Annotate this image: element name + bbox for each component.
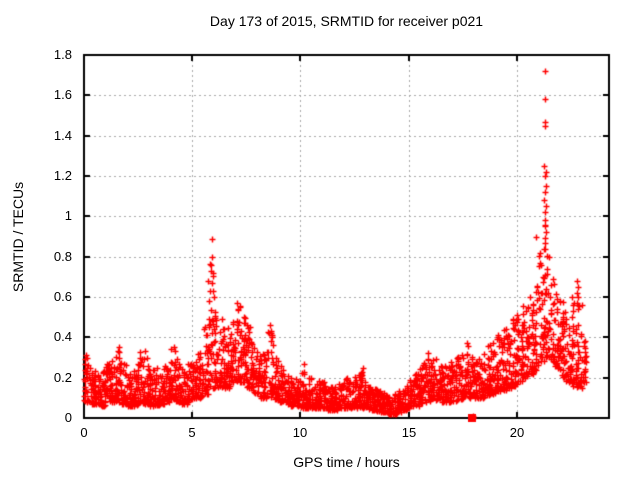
x-tick-label: 5	[188, 425, 196, 440]
y-tick-label: 0	[64, 410, 72, 425]
y-tick-label: 0.8	[53, 249, 72, 264]
x-tick-label: 0	[80, 425, 88, 440]
y-tick-label: 1.8	[53, 47, 72, 62]
y-tick-label: 0.2	[53, 370, 72, 385]
y-tick-label: 1.4	[53, 128, 72, 143]
y-tick-label: 0.6	[53, 289, 72, 304]
y-tick-label: 0.4	[53, 329, 72, 344]
x-axis-label: GPS time / hours	[293, 454, 400, 470]
x-tick-label: 15	[401, 425, 417, 440]
y-tick-label: 1.6	[53, 87, 72, 102]
x-tick-label: 20	[509, 425, 525, 440]
y-tick-label: 1	[64, 208, 72, 223]
x-tick-label: 10	[292, 425, 308, 440]
y-tick-label: 1.2	[53, 168, 72, 183]
